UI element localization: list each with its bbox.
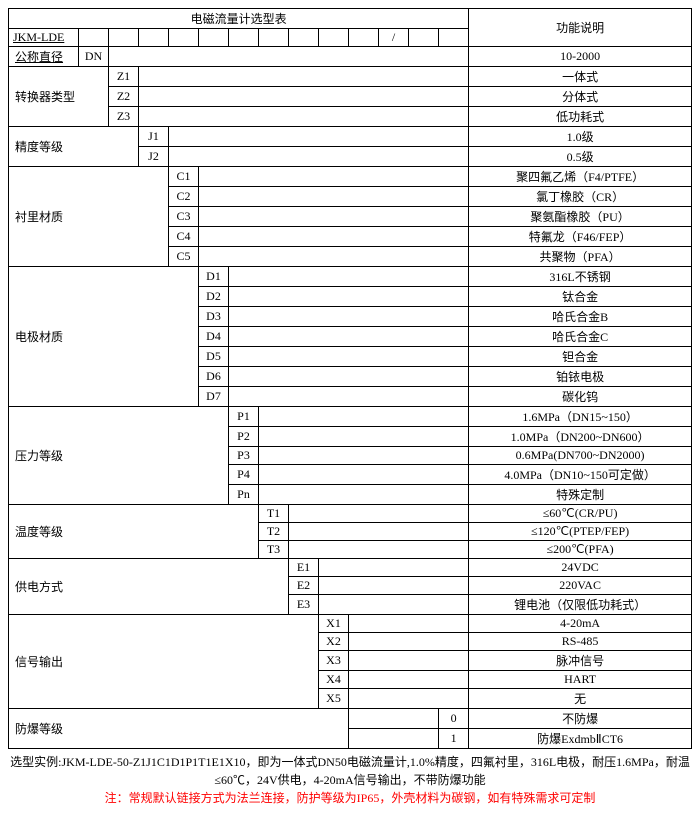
liner-label: 衬里材质 <box>9 167 169 267</box>
model-code: JKM-LDE <box>9 29 79 47</box>
dn-code: DN <box>79 47 109 67</box>
elec-label: 电极材质 <box>9 267 199 407</box>
dn-label: 公称直径 <box>9 47 79 67</box>
power-label: 供电方式 <box>9 559 289 615</box>
signal-label: 信号输出 <box>9 615 319 709</box>
example-note: 选型实例:JKM-LDE-50-Z1J1C1D1P1T1E1X10，即为一体式D… <box>8 753 692 789</box>
temp-label: 温度等级 <box>9 505 259 559</box>
header-row: 电磁流量计选型表 功能说明 <box>9 9 692 29</box>
func-label: 功能说明 <box>469 9 692 47</box>
slash: / <box>379 29 409 47</box>
acc-label: 精度等级 <box>9 127 139 167</box>
notes: 选型实例:JKM-LDE-50-Z1J1C1D1P1T1E1X10，即为一体式D… <box>8 753 692 807</box>
dn-desc: 10-2000 <box>469 47 692 67</box>
title: 电磁流量计选型表 <box>9 9 469 29</box>
conv-label: 转换器类型 <box>9 67 109 127</box>
selection-table: 电磁流量计选型表 功能说明 JKM-LDE / 公称直径 DN 10-2000 … <box>8 8 692 749</box>
press-label: 压力等级 <box>9 407 229 505</box>
ex-label: 防爆等级 <box>9 709 349 749</box>
warning-note: 注：常规默认链接方式为法兰连接，防护等级为IP65，外壳材料为碳钢，如有特殊需求… <box>8 789 692 807</box>
